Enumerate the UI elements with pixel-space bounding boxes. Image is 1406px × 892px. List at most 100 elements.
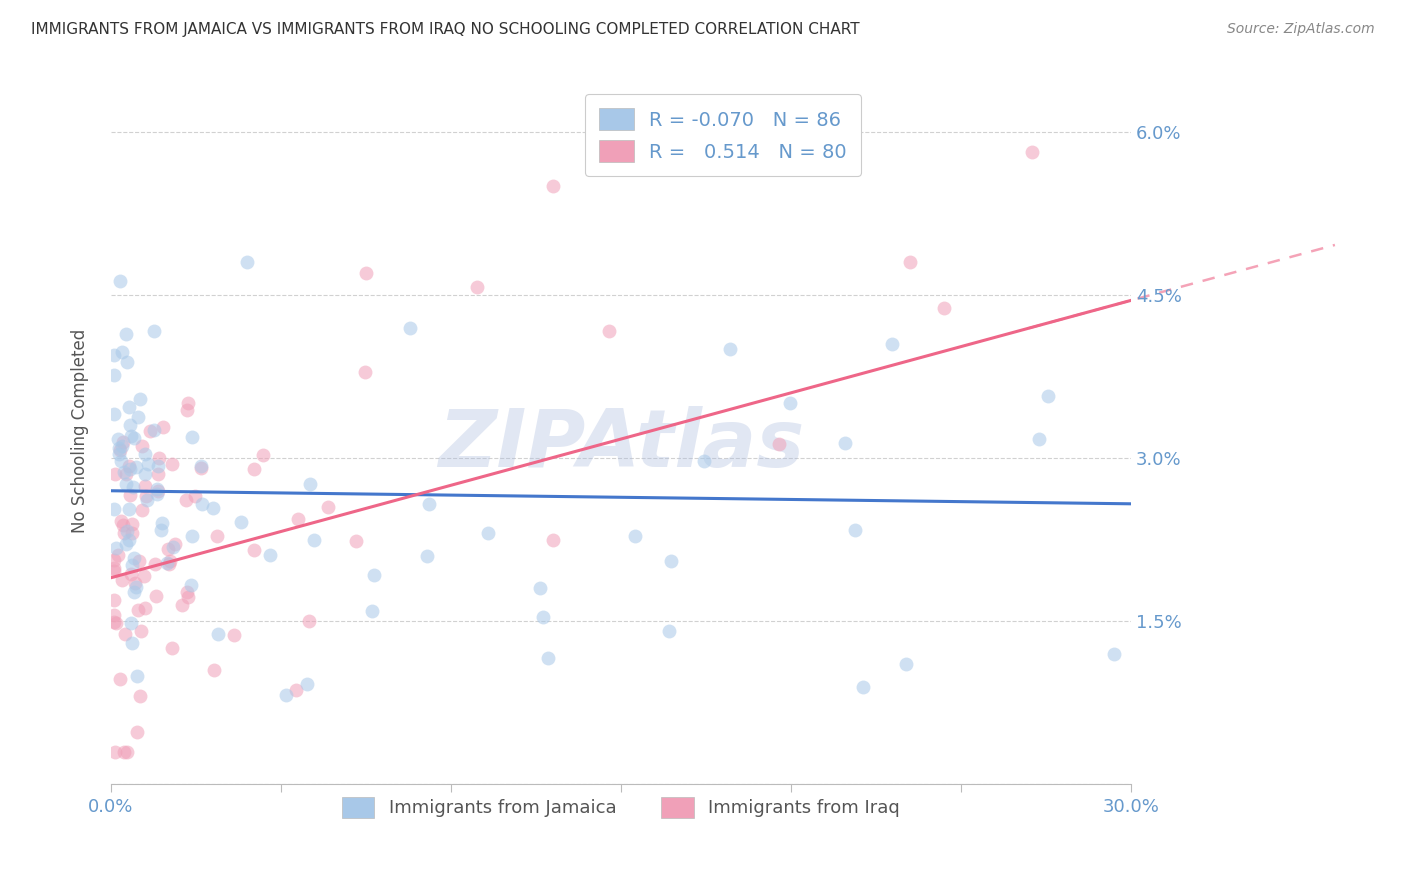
Point (103, 368, 125, 382)
Point (125, 459, 148, 474)
Point (180, 578, 202, 592)
Point (105, 615, 128, 630)
Point (112, 525, 135, 540)
Point (190, 461, 212, 475)
Point (127, 603, 149, 617)
Point (120, 462, 142, 476)
Point (156, 556, 179, 570)
Point (162, 541, 184, 555)
Point (112, 517, 135, 532)
Point (124, 431, 146, 445)
Point (111, 345, 134, 359)
Point (146, 458, 169, 473)
Point (316, 500, 339, 514)
Point (344, 534, 367, 549)
Point (103, 593, 125, 607)
Point (138, 457, 160, 471)
Point (146, 486, 169, 500)
Point (112, 745, 135, 759)
Point (224, 628, 246, 642)
Point (129, 689, 152, 703)
Point (852, 680, 875, 694)
Point (898, 255, 921, 269)
Point (844, 523, 866, 537)
Point (418, 497, 440, 511)
Point (103, 745, 125, 759)
Point (124, 575, 146, 590)
Point (243, 542, 266, 557)
Text: IMMIGRANTS FROM JAMAICA VS IMMIGRANTS FROM IRAQ NO SCHOOLING COMPLETED CORRELATI: IMMIGRANTS FROM JAMAICA VS IMMIGRANTS FR… (31, 22, 859, 37)
Point (894, 657, 917, 672)
Point (103, 608, 125, 623)
Point (143, 324, 166, 338)
Point (118, 488, 141, 502)
Point (103, 561, 125, 575)
Point (107, 447, 129, 461)
Point (1021, 145, 1043, 159)
Point (149, 524, 172, 538)
Point (115, 355, 138, 369)
Point (170, 598, 193, 612)
Point (131, 502, 153, 516)
Legend: Immigrants from Jamaica, Immigrants from Iraq: Immigrants from Jamaica, Immigrants from… (335, 789, 907, 825)
Point (134, 569, 156, 583)
Point (107, 549, 129, 563)
Point (110, 454, 132, 468)
Point (176, 396, 198, 410)
Point (243, 461, 266, 475)
Point (118, 459, 141, 474)
Point (148, 467, 170, 482)
Point (160, 457, 183, 471)
Point (127, 409, 149, 424)
Point (274, 688, 297, 702)
Point (287, 512, 309, 526)
Point (298, 614, 321, 628)
Point (118, 502, 141, 516)
Point (718, 343, 741, 357)
Point (531, 610, 554, 624)
Point (779, 396, 801, 410)
Point (125, 580, 148, 594)
Point (136, 492, 159, 507)
Point (416, 549, 439, 563)
Point (145, 483, 167, 497)
Point (284, 682, 307, 697)
Point (160, 640, 183, 655)
Point (157, 542, 180, 557)
Point (143, 557, 166, 571)
Point (299, 476, 322, 491)
Point (120, 428, 142, 442)
Point (104, 467, 127, 482)
Point (354, 365, 377, 379)
Point (363, 567, 385, 582)
Point (361, 603, 384, 617)
Point (229, 515, 252, 529)
Point (190, 459, 212, 474)
Point (103, 407, 125, 421)
Point (134, 478, 156, 492)
Y-axis label: No Schooling Completed: No Schooling Completed (72, 329, 89, 533)
Point (118, 401, 141, 415)
Point (120, 567, 142, 582)
Text: ZIPAtlas: ZIPAtlas (437, 406, 804, 484)
Point (259, 548, 281, 562)
Point (121, 479, 143, 493)
Point (112, 466, 135, 480)
Point (176, 585, 198, 599)
Point (103, 615, 125, 629)
Point (112, 434, 135, 449)
Point (131, 624, 153, 638)
Point (115, 326, 138, 341)
Point (134, 601, 156, 615)
Point (176, 402, 198, 417)
Point (297, 676, 319, 690)
Point (541, 179, 564, 194)
Point (465, 280, 488, 294)
Point (115, 745, 138, 759)
Point (139, 425, 162, 439)
Point (184, 489, 207, 503)
Point (882, 336, 904, 351)
Point (176, 591, 198, 605)
Point (157, 557, 180, 571)
Point (354, 266, 377, 280)
